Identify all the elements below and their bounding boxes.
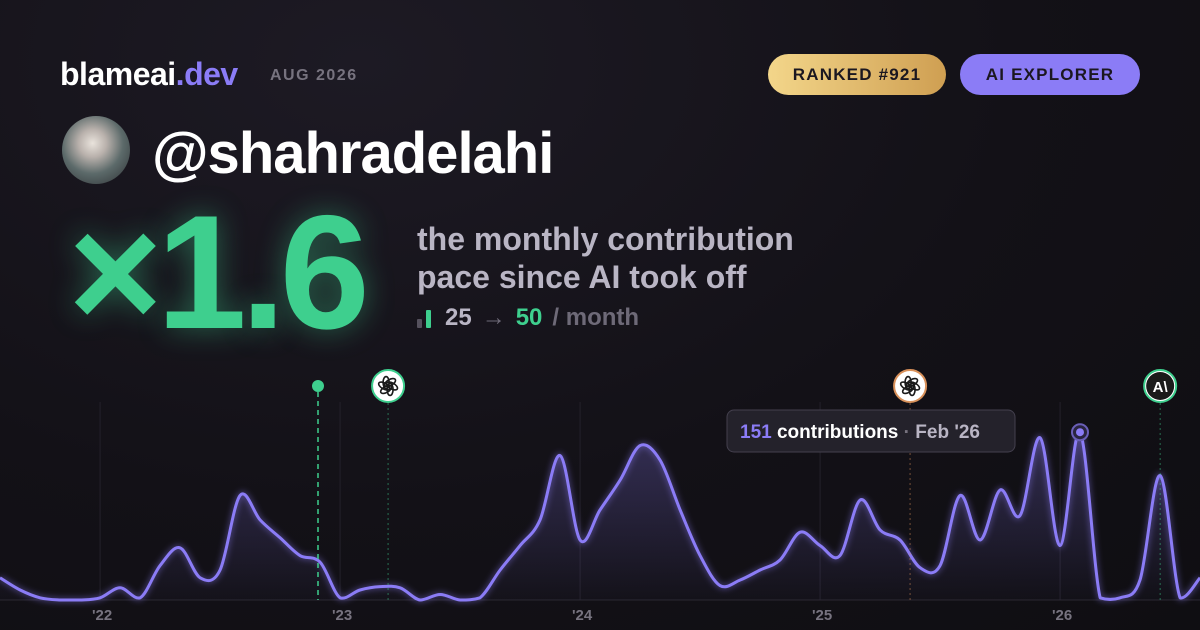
brand-name: blameai	[60, 56, 176, 92]
tooltip-box	[726, 409, 1016, 453]
pace-arrow: →	[481, 304, 506, 331]
tooltip-label: contributions	[777, 422, 898, 443]
brand: blameai.dev	[60, 56, 238, 93]
x-tick-label: '24	[572, 607, 593, 624]
rank-badge: RANKED #921	[768, 54, 946, 95]
event-logo-petal	[382, 375, 390, 390]
event-label: A\	[1153, 379, 1169, 396]
event	[893, 369, 928, 600]
brand-suffix: .dev	[175, 56, 239, 92]
description: the monthly contribution pace since AI t…	[417, 220, 794, 296]
x-tick-label: '22	[92, 607, 112, 624]
tooltip: 151 contributions · Feb '26	[726, 409, 1016, 453]
description-line: pace since AI took off	[417, 259, 747, 295]
tooltip-date: Feb '26	[915, 422, 980, 443]
event: A\	[1143, 369, 1178, 600]
event-logo-petal	[905, 377, 919, 388]
highlight-dot	[1076, 428, 1084, 437]
pace: 25 → 50 / month	[417, 304, 639, 332]
tooltip-value: 151	[740, 422, 772, 443]
event-logo-petal	[383, 377, 397, 388]
tooltip-text: 151 contributions · Feb '26	[740, 422, 980, 443]
line	[0, 430, 1200, 602]
description-line: the monthly contribution	[417, 221, 794, 257]
handle: @shahradelahi	[152, 121, 554, 186]
date: AUG 2026	[270, 67, 358, 84]
event-logo-petal	[904, 375, 912, 390]
pace-icon	[417, 308, 431, 328]
pace-before: 25	[445, 304, 472, 331]
event	[371, 369, 406, 600]
pace-after: 50	[515, 304, 543, 331]
tier-badge: AI EXPLORER	[960, 54, 1140, 95]
x-tick-label: '25	[812, 607, 832, 624]
x-tick-label: '26	[1052, 607, 1072, 624]
event	[312, 380, 324, 600]
event-icon-inner	[1146, 372, 1175, 400]
x-tick-label: '23	[332, 607, 352, 624]
event-dot	[312, 380, 324, 392]
avatar	[62, 116, 130, 184]
tooltip-separator: ·	[904, 422, 910, 443]
multiplier: ×1.6	[68, 182, 370, 363]
pace-unit: / month	[552, 304, 640, 331]
